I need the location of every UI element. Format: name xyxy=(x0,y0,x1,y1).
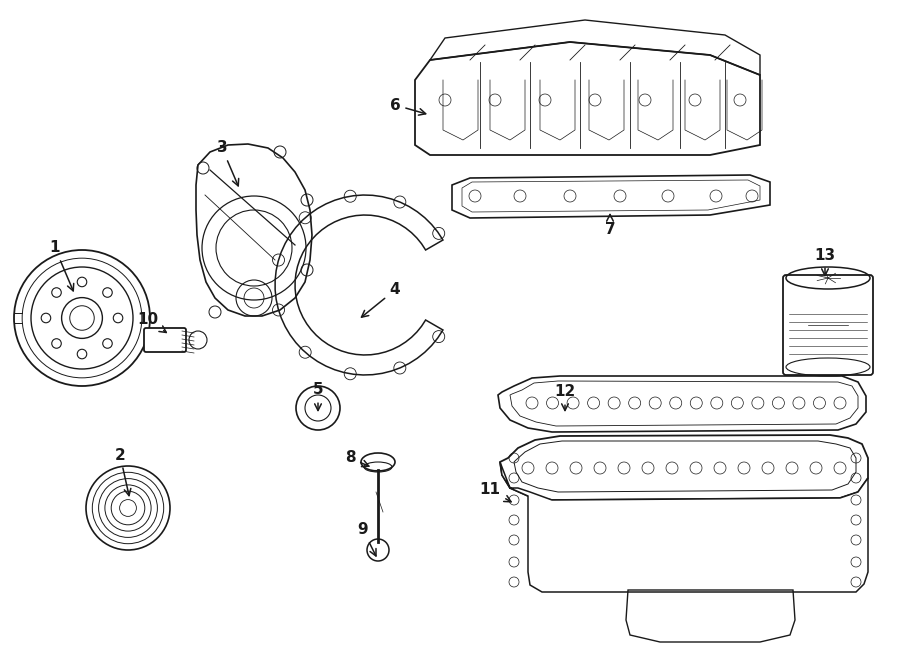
Polygon shape xyxy=(415,42,760,155)
Text: 3: 3 xyxy=(217,141,239,186)
Polygon shape xyxy=(452,175,770,218)
Text: 7: 7 xyxy=(605,214,616,237)
Text: 13: 13 xyxy=(814,247,835,276)
Text: 11: 11 xyxy=(480,483,511,502)
Text: 9: 9 xyxy=(357,522,376,556)
Text: 10: 10 xyxy=(138,313,166,332)
Polygon shape xyxy=(500,462,868,592)
Text: 8: 8 xyxy=(345,451,369,467)
Polygon shape xyxy=(500,435,868,500)
Text: 5: 5 xyxy=(312,383,323,410)
Text: 1: 1 xyxy=(50,241,74,291)
Text: 6: 6 xyxy=(390,98,426,115)
Text: 2: 2 xyxy=(114,447,130,496)
FancyBboxPatch shape xyxy=(144,328,186,352)
Polygon shape xyxy=(498,376,866,432)
Text: 4: 4 xyxy=(362,282,400,317)
FancyBboxPatch shape xyxy=(783,275,873,375)
Text: 12: 12 xyxy=(554,385,576,410)
